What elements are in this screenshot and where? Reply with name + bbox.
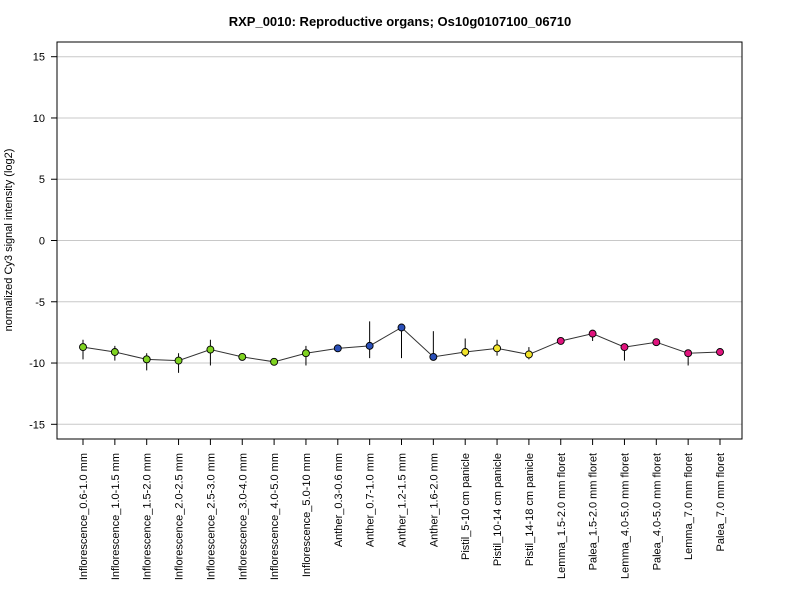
y-tick-label: -10 [29, 358, 45, 370]
data-points [79, 323, 724, 366]
data-point [524, 350, 533, 359]
x-tick-label: Anther_1.6-2.0 mm [428, 453, 440, 547]
x-tick-label: Palea_7.0 mm floret [715, 453, 727, 551]
data-point [110, 348, 119, 356]
x-tick-label: Anther_1.2-1.5 mm [397, 453, 409, 547]
data-point [302, 349, 310, 358]
x-tick-label: Inflorescence_1.5-2.0 mm [142, 453, 154, 580]
y-tick-label: 15 [33, 52, 45, 64]
x-tick-label: Pistil_5-10 cm panicle [460, 453, 472, 560]
x-tick-label: Lemma_7.0 mm floret [683, 453, 695, 560]
data-point [684, 349, 693, 358]
y-axis: -15 -10 -5 0 5 10 15 [29, 52, 57, 431]
x-tick-label: Pistil_14-18 cm panicle [524, 453, 536, 566]
y-tick-label: 0 [39, 236, 45, 248]
x-tick-label: Lemma_4.0-5.0 mm floret [619, 453, 631, 579]
data-point [588, 329, 597, 338]
data-point [79, 343, 87, 352]
y-tick-label: 10 [33, 113, 45, 125]
data-point [461, 348, 470, 356]
data-point [652, 338, 661, 347]
data-point [365, 341, 374, 350]
x-tick-label: Inflorescence_2.0-2.5 mm [174, 453, 186, 580]
x-tick-label: Inflorescence_4.0-5.0 mm [269, 453, 281, 580]
data-point [174, 356, 183, 365]
data-point [556, 337, 565, 345]
data-point [429, 352, 438, 361]
data-point [493, 344, 501, 353]
x-tick-label: Inflorescence_5.0-10 mm [301, 453, 313, 577]
y-tick-label: 5 [39, 174, 45, 186]
x-tick-label: Anther_0.3-0.6 mm [333, 453, 345, 547]
data-point [206, 345, 215, 354]
x-tick-label: Lemma_1.5-2.0 mm floret [556, 453, 568, 579]
grid-layer [57, 56, 742, 425]
data-point [716, 348, 724, 356]
x-tick-label: Anther_0.7-1.0 mm [365, 453, 377, 547]
x-tick-label: Pistil_10-14 cm panicle [492, 453, 504, 566]
data-point [238, 352, 247, 361]
x-axis: Inflorescence_0.6-1.0 mm Inflorescence_1.… [78, 439, 727, 580]
data-point [397, 323, 406, 332]
x-tick-label: Palea_1.5-2.0 mm floret [588, 453, 600, 570]
chart-title: RXP_0010: Reproductive organs; Os10g0107… [229, 14, 572, 29]
x-tick-label: Inflorescence_0.6-1.0 mm [78, 453, 90, 580]
x-tick-label: Palea_4.0-5.0 mm floret [651, 453, 663, 570]
data-point [270, 357, 279, 366]
data-point [333, 344, 342, 353]
data-point [620, 343, 629, 352]
y-tick-label: -15 [29, 419, 45, 431]
y-axis-label: normalized Cy3 signal intensity (log2) [3, 149, 15, 332]
data-point [142, 355, 151, 364]
y-tick-label: -5 [35, 297, 45, 309]
x-tick-label: Inflorescence_2.5-3.0 mm [205, 453, 217, 580]
x-tick-label: Inflorescence_1.0-1.5 mm [110, 453, 122, 580]
x-tick-label: Inflorescence_3.0-4.0 mm [237, 453, 249, 580]
